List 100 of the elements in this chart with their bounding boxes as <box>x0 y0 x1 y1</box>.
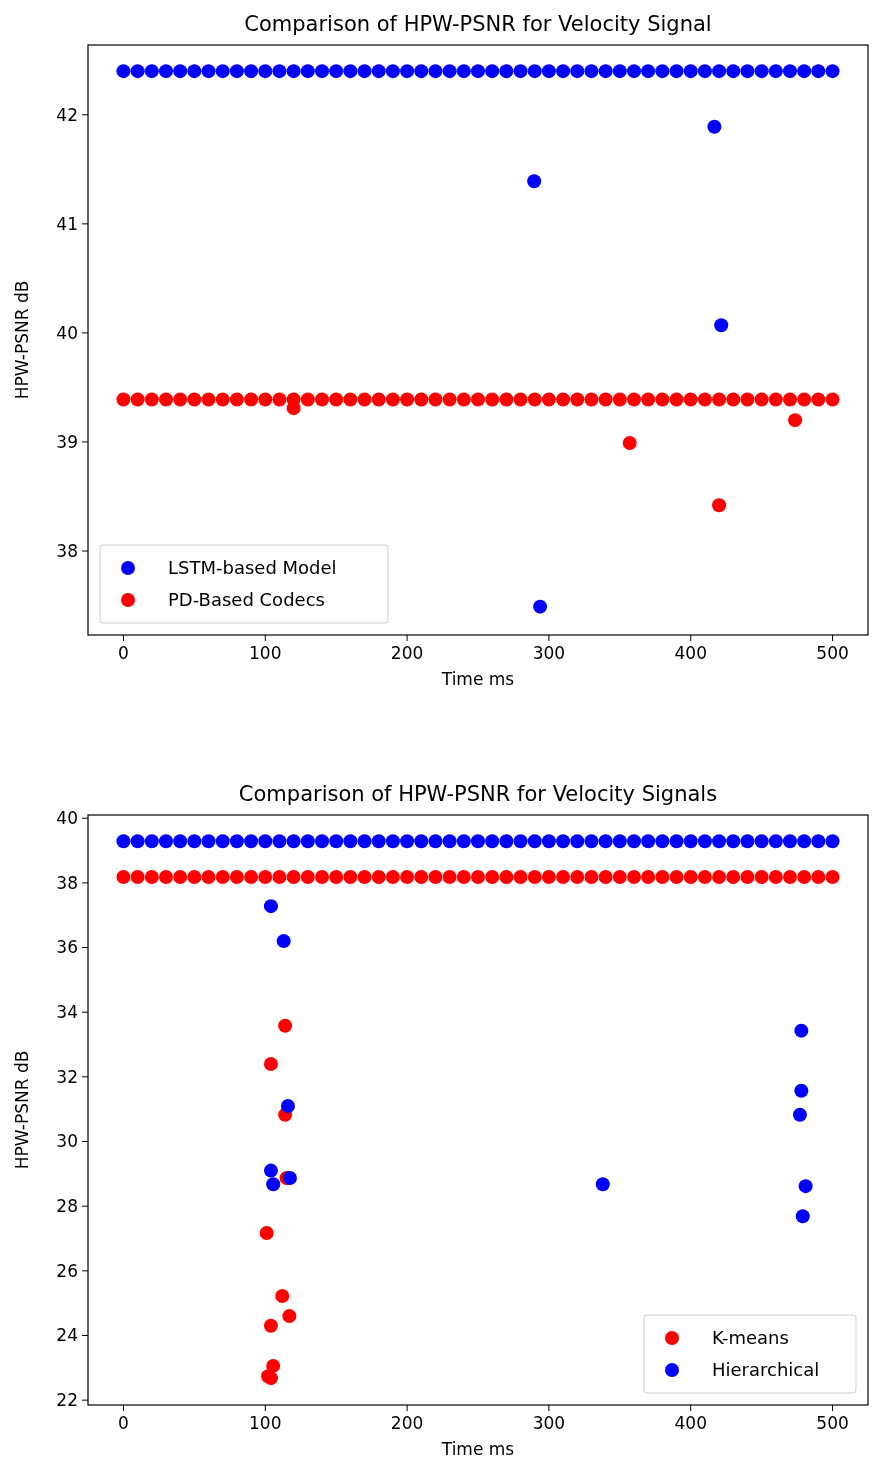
y-tick-label: 38 <box>56 540 78 561</box>
legend-label: PD-Based Codecs <box>168 589 325 611</box>
point <box>714 318 729 333</box>
y-tick-label: 26 <box>56 1260 78 1281</box>
legend-label: Hierarchical <box>712 1359 820 1381</box>
point <box>229 64 244 79</box>
point <box>669 64 684 79</box>
x-tick-label: 200 <box>390 1413 424 1433</box>
point <box>144 392 159 407</box>
point <box>527 64 542 79</box>
point <box>556 392 571 407</box>
y-tick-label: 42 <box>56 104 78 125</box>
point <box>456 392 471 407</box>
legend-label: LSTM-based Model <box>168 557 337 579</box>
point <box>754 392 769 407</box>
point <box>286 401 301 416</box>
x-tick-label: 200 <box>390 643 424 663</box>
point <box>456 64 471 79</box>
point <box>272 392 287 407</box>
point <box>116 392 131 407</box>
legend-label: K-means <box>712 1327 789 1349</box>
point <box>622 436 637 451</box>
point <box>783 64 797 79</box>
point <box>740 64 755 79</box>
y-tick-label: 36 <box>56 937 78 958</box>
point <box>570 64 585 79</box>
point <box>187 64 202 79</box>
point <box>499 392 514 407</box>
point <box>286 64 301 79</box>
point <box>669 392 684 407</box>
point <box>541 392 556 407</box>
y-tick-label: 41 <box>56 213 78 234</box>
point <box>768 64 783 79</box>
point <box>683 64 698 79</box>
point <box>187 392 202 407</box>
point <box>272 64 287 79</box>
point <box>584 392 599 407</box>
point <box>130 64 145 79</box>
point <box>159 64 173 79</box>
point <box>726 64 741 79</box>
point <box>173 64 188 79</box>
point <box>357 64 372 79</box>
point <box>343 64 358 79</box>
point <box>655 392 670 407</box>
point <box>371 64 386 79</box>
point <box>584 64 599 79</box>
point <box>811 392 826 407</box>
point <box>712 498 727 513</box>
point <box>655 64 670 79</box>
point <box>400 64 415 79</box>
point <box>513 64 528 79</box>
point <box>244 392 259 407</box>
point <box>385 392 400 407</box>
point <box>683 392 698 407</box>
point <box>471 392 485 407</box>
point <box>768 392 783 407</box>
point <box>315 64 329 79</box>
point <box>215 64 230 79</box>
point <box>570 392 585 407</box>
x-tick-label: 100 <box>249 643 282 663</box>
point <box>754 64 769 79</box>
chart-title: Comparison of HPW-PSNR for Velocity Signal <box>244 12 712 36</box>
point <box>428 392 443 407</box>
point <box>400 392 415 407</box>
x-tick-label: 300 <box>532 1413 566 1433</box>
point <box>527 174 542 189</box>
y-tick-label: 22 <box>56 1390 78 1411</box>
x-axis-title: Time ms <box>440 669 515 689</box>
point <box>485 392 500 407</box>
point <box>788 413 803 428</box>
point <box>797 64 812 79</box>
x-tick-label: 400 <box>674 1413 707 1433</box>
y-tick-label: 34 <box>56 1002 78 1023</box>
x-tick-label: 400 <box>674 643 707 663</box>
point <box>627 392 641 407</box>
point <box>598 64 613 79</box>
point <box>116 64 131 79</box>
point <box>471 64 485 79</box>
point <box>258 64 273 79</box>
y-tick-label: 32 <box>56 1066 78 1087</box>
point <box>641 64 656 79</box>
x-tick-label: 500 <box>816 1413 849 1433</box>
point <box>797 392 812 407</box>
point <box>414 392 429 407</box>
point <box>371 392 386 407</box>
point <box>201 392 216 407</box>
y-tick-label: 39 <box>56 431 78 452</box>
point <box>485 64 500 79</box>
point <box>712 392 727 407</box>
point <box>707 119 722 134</box>
point <box>811 64 826 79</box>
point <box>513 392 528 407</box>
point <box>442 64 457 79</box>
point <box>533 599 548 614</box>
point <box>612 392 627 407</box>
x-tick-label: 300 <box>532 643 566 663</box>
point <box>173 392 188 407</box>
x-tick-label: 0 <box>118 1413 129 1433</box>
point <box>215 392 230 407</box>
point <box>414 64 429 79</box>
